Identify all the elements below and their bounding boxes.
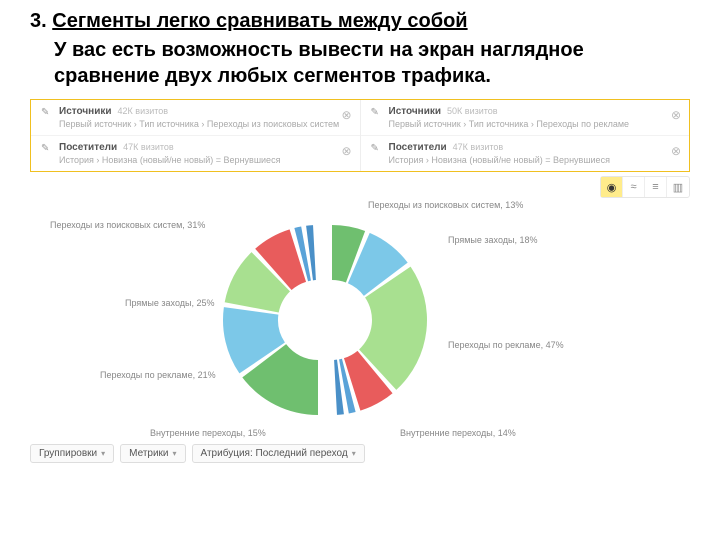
filter-count: 47К визитов [453, 142, 504, 152]
filter-title: Источники [389, 106, 442, 117]
filter-title: Посетители [389, 142, 447, 153]
chart-wrap: Переходы из поисковых систем, 31% Прямые … [30, 180, 690, 440]
chart-label: Прямые заходы, 25% [125, 298, 214, 308]
filter-content: Посетители 47К визитов История › Новизна (… [389, 142, 680, 165]
close-icon[interactable]: ⊗ [341, 144, 351, 158]
close-icon[interactable]: ⊗ [341, 108, 351, 122]
edit-icon[interactable]: ✎ [41, 107, 53, 118]
chart-area: ◉≈≡▥ Переходы из поисковых систем, 31%Пр… [30, 180, 690, 440]
filter-row[interactable]: ✎ Посетители 47К визитов История › Новизна … [361, 136, 690, 171]
filter-row[interactable]: ✎ Источники 50К визитов Первый источник › Т… [361, 100, 690, 136]
filter-path: Первый источник › Тип источника › Перехо… [59, 119, 350, 129]
filter-row[interactable]: ✎ Посетители 47К визитов История › Новизна … [31, 136, 360, 171]
chevron-down-icon: ▾ [101, 449, 105, 458]
half-donut-left [220, 220, 320, 420]
filter-content: Посетители 47К визитов История › Новизна (… [59, 142, 350, 165]
edit-icon[interactable]: ✎ [371, 107, 383, 118]
dropdown[interactable]: Группировки ▾ [30, 444, 114, 463]
heading-number: 3. [30, 10, 47, 32]
filter-row[interactable]: ✎ Источники 42К визитов Первый источник › Т… [31, 100, 360, 136]
dropdown-label: Группировки [39, 448, 97, 459]
heading-text: Сегменты легко сравнивать между собой [52, 10, 467, 32]
bottom-controls: Группировки▾Метрики▾Атрибуция: Последний… [30, 444, 690, 463]
filter-content: Источники 42К визитов Первый источник › Ти… [59, 106, 350, 129]
filter-title: Источники [59, 106, 112, 117]
filter-count: 50К визитов [447, 106, 498, 116]
edit-icon[interactable]: ✎ [371, 143, 383, 154]
filter-col-right: ✎ Источники 50К визитов Первый источник › Т… [361, 100, 690, 171]
filter-title: Посетители [59, 142, 117, 153]
filter-path: Первый источник › Тип источника › Перехо… [389, 119, 680, 129]
chart-label: Переходы по рекламе, 21% [100, 370, 216, 380]
filter-path: История › Новизна (новый/не новый) = Вер… [389, 155, 680, 165]
close-icon[interactable]: ⊗ [671, 108, 681, 122]
filter-content: Источники 50К визитов Первый источник › Ти… [389, 106, 680, 129]
chevron-down-icon: ▾ [352, 449, 356, 458]
dropdown-label: Атрибуция: Последний переход [201, 448, 348, 459]
chart-label: Внутренние переходы, 15% [150, 428, 266, 438]
edit-icon[interactable]: ✎ [41, 143, 53, 154]
chart-label: Переходы из поисковых систем, 13% [368, 200, 523, 210]
filter-count: 47К визитов [123, 142, 174, 152]
dropdown-label: Метрики [129, 448, 168, 459]
chevron-down-icon: ▾ [173, 449, 177, 458]
filter-box: ✎ Источники 42К визитов Первый источник › Т… [30, 99, 690, 172]
chart-label: Переходы из поисковых систем, 31% [50, 220, 205, 230]
dropdown[interactable]: Метрики ▾ [120, 444, 185, 463]
chart-label: Внутренние переходы, 14% [400, 428, 516, 438]
dropdown[interactable]: Атрибуция: Последний переход ▾ [192, 444, 365, 463]
filter-path: История › Новизна (новый/не новый) = Вер… [59, 155, 350, 165]
close-icon[interactable]: ⊗ [671, 144, 681, 158]
half-donut-right [330, 220, 430, 420]
subheading: У вас есть возможность вывести на экран … [54, 37, 690, 89]
chart-label: Переходы по рекламе, 47% [448, 340, 564, 350]
heading: 3. Сегменты легко сравнивать между собой [30, 10, 690, 33]
filter-count: 42К визитов [118, 106, 169, 116]
chart-label: Прямые заходы, 18% [448, 235, 537, 245]
filter-col-left: ✎ Источники 42К визитов Первый источник › Т… [31, 100, 361, 171]
